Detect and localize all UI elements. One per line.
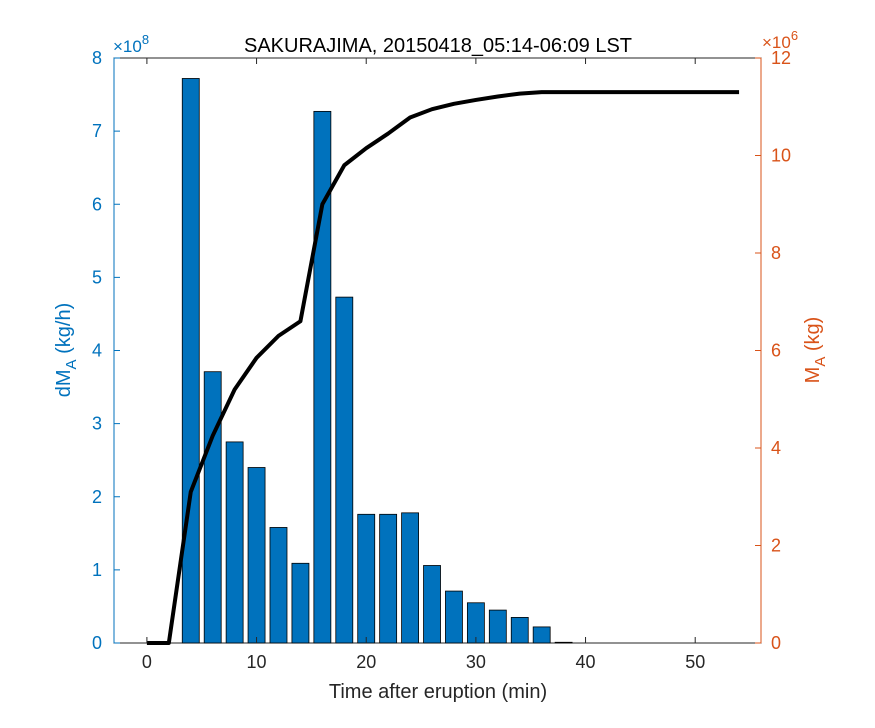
plot-area xyxy=(113,57,762,644)
y-left-tick-label: 6 xyxy=(92,194,102,214)
y-right-tick-label: 6 xyxy=(771,341,781,361)
y-axis-left-exponent: ×108 xyxy=(113,32,149,56)
bar xyxy=(335,296,354,644)
x-axis: 0 10 20 30 40 50 xyxy=(142,58,705,672)
bar-series xyxy=(181,78,573,644)
x-axis-label: Time after eruption (min) xyxy=(329,681,547,703)
y-axis-left-label-sub: A xyxy=(63,359,80,369)
x-tick-label: 30 xyxy=(466,652,486,672)
bar xyxy=(269,527,288,644)
y-right-tick-label: 8 xyxy=(771,243,781,263)
y-axis-right-exponent-base: ×10 xyxy=(762,33,791,52)
y-left-tick-label: 1 xyxy=(92,560,102,580)
y-axis-left-exponent-base: ×10 xyxy=(113,37,142,56)
bar xyxy=(291,562,310,644)
y-right-tick-label: 2 xyxy=(771,536,781,556)
x-tick-label: 50 xyxy=(685,652,705,672)
y-axis-right-exponent: ×106 xyxy=(762,28,798,52)
y-axis-left: 0 1 2 3 4 5 6 7 8 xyxy=(92,48,120,653)
y-axis-right-label-main: M xyxy=(802,367,824,384)
x-tick-label: 10 xyxy=(247,652,267,672)
y-left-tick-label: 5 xyxy=(92,267,102,287)
y-axis-right-label-sub: A xyxy=(812,357,829,367)
y-left-tick-label: 7 xyxy=(92,121,102,141)
y-axis-right-label-suffix: (kg) xyxy=(802,317,824,357)
bar xyxy=(554,641,573,644)
x-tick-label: 0 xyxy=(142,652,152,672)
y-left-tick-label: 4 xyxy=(92,341,102,361)
bar xyxy=(181,78,200,644)
bar xyxy=(401,512,419,644)
bar xyxy=(532,626,551,644)
bar xyxy=(203,371,222,644)
line-series-layer xyxy=(146,90,740,645)
y-left-tick-label: 0 xyxy=(92,633,102,653)
y-left-tick-label: 3 xyxy=(92,414,102,434)
y-axis-right: 0 2 4 6 8 10 12 xyxy=(755,48,791,653)
bar xyxy=(247,467,266,644)
y-right-tick-label: 0 xyxy=(771,633,781,653)
bar xyxy=(357,513,376,644)
bar xyxy=(379,513,398,644)
x-tick-label: 20 xyxy=(356,652,376,672)
x-tick-label: 40 xyxy=(576,652,596,672)
bar xyxy=(445,590,463,644)
y-axis-left-label-main: dM xyxy=(53,369,75,397)
y-right-tick-label: 12 xyxy=(771,48,791,68)
y-axis-right-label: MA (kg) xyxy=(802,317,829,384)
y-axis-left-label: dMA (kg/h) xyxy=(53,303,80,398)
y-axis-right-exponent-power: 6 xyxy=(791,28,798,43)
bar xyxy=(225,441,244,644)
bar xyxy=(313,110,332,644)
bar xyxy=(510,617,529,644)
y-left-tick-label: 2 xyxy=(92,487,102,507)
chart-title: SAKURAJIMA, 20150418_05:14-06:09 LST xyxy=(244,35,632,57)
y-right-tick-label: 4 xyxy=(771,438,781,458)
y-axis-left-label-suffix: (kg/h) xyxy=(53,303,75,360)
bar xyxy=(488,609,507,644)
cumulative-mass-line xyxy=(146,90,740,645)
bar xyxy=(466,602,485,644)
bar xyxy=(423,565,441,644)
y-left-tick-label: 8 xyxy=(92,48,102,68)
y-right-tick-label: 10 xyxy=(771,146,791,166)
y-axis-left-exponent-power: 8 xyxy=(142,32,149,47)
